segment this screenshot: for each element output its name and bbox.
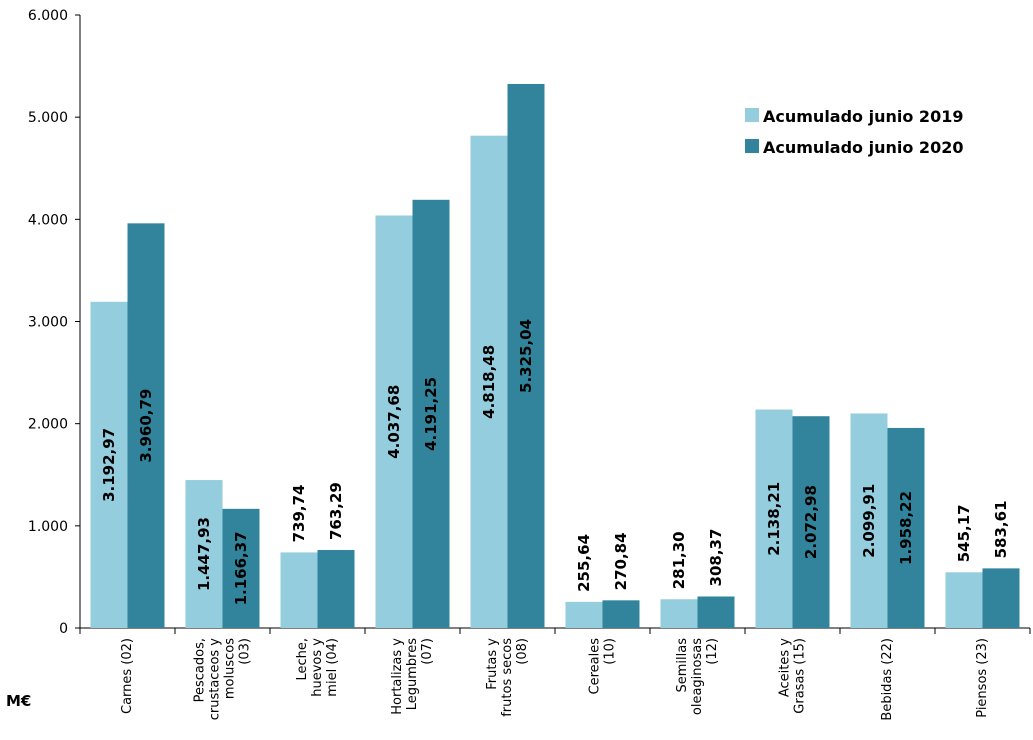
data-label: 763,29 <box>327 482 345 540</box>
bar-2020 <box>792 416 830 628</box>
category-label-line: Grasas (15) <box>793 638 808 714</box>
bar-2020 <box>982 568 1020 628</box>
category-label-line: Bebidas (22) <box>880 638 895 721</box>
category-label-line: Cereales <box>588 638 603 695</box>
legend: Acumulado junio 2019 Acumulado junio 2020 <box>745 107 963 157</box>
category-label-line: Pescados, <box>193 638 208 702</box>
data-label: 4.037,68 <box>385 385 403 459</box>
category-label-line: miel (04) <box>325 638 340 697</box>
category-label-line: Legumbres <box>405 638 420 710</box>
category-label-line: (03) <box>238 638 253 665</box>
category-labels: Carnes (02) Pescados, crustaceos y moluscos… <box>120 638 990 721</box>
bar-2019 <box>185 480 223 628</box>
data-label: 545,17 <box>955 504 973 562</box>
category-label-line: frutos secos <box>500 638 515 717</box>
data-label: 1.958,22 <box>897 491 915 565</box>
x-axis <box>79 627 1031 634</box>
data-label: 2.072,98 <box>802 485 820 559</box>
data-label: 270,84 <box>612 532 630 590</box>
bar-2020 <box>222 508 260 628</box>
category-label: Leche, huevos y miel (04) <box>295 638 340 697</box>
category-label-line: Frutas y <box>485 638 500 690</box>
bar-2019 <box>850 413 888 628</box>
category-label: Aceites y Grasas (15) <box>778 638 808 714</box>
y-tick-label: 3.000 <box>28 315 68 331</box>
category-label: Semillas oleaginosas (12) <box>675 638 720 715</box>
data-label: 308,37 <box>707 529 725 587</box>
bar-2020 <box>127 223 165 628</box>
category-label-line: Piensos (23) <box>975 638 990 718</box>
category-label-line: crustaceos y <box>208 638 223 721</box>
data-label: 3.960,79 <box>137 389 155 463</box>
bar-2019 <box>375 215 413 628</box>
y-tick-label: 1.000 <box>28 519 68 535</box>
category-label-line: huevos y <box>310 638 325 697</box>
data-label: 3.192,97 <box>100 428 118 502</box>
category-label-line: Aceites y <box>778 638 793 697</box>
category-label-line: (10) <box>603 638 618 665</box>
data-label: 4.191,25 <box>422 377 440 451</box>
data-labels: 3.192,97 3.960,79 1.447,93 1.166,37 739,74 76… <box>100 319 1010 605</box>
data-label: 2.099,91 <box>860 484 878 558</box>
y-axis: 0 1.000 2.000 3.000 4.000 5.000 6.000 <box>28 8 81 637</box>
data-label: 583,61 <box>992 500 1010 558</box>
y-tick-label: 5.000 <box>28 110 68 126</box>
y-tick-label: 4.000 <box>28 212 68 228</box>
category-label-line: Semillas <box>675 638 690 693</box>
category-label-line: moluscos <box>223 638 238 699</box>
bar-2019 <box>90 301 128 628</box>
category-label-line: Carnes (02) <box>120 638 135 714</box>
bar-2019 <box>280 552 318 628</box>
y-tick-label: 0 <box>59 621 68 637</box>
bar-2019 <box>660 599 698 628</box>
bar-2020 <box>602 600 640 628</box>
bar-2020 <box>697 596 735 628</box>
category-label-line: Hortalizas y <box>390 638 405 715</box>
y-tick-label: 2.000 <box>28 417 68 433</box>
y-tick-label: 6.000 <box>28 8 68 24</box>
category-label-line: (08) <box>515 638 530 665</box>
category-label: Frutas y frutos secos (08) <box>485 638 530 717</box>
unit-label: M€ <box>6 692 31 710</box>
legend-swatch <box>745 108 759 122</box>
bar-2019 <box>945 572 983 628</box>
category-label-line: (12) <box>705 638 720 665</box>
category-label-line: oleaginosas <box>690 638 705 715</box>
bar-2019 <box>565 601 603 628</box>
data-label: 739,74 <box>290 485 308 543</box>
bar-2019 <box>470 135 508 628</box>
data-label: 1.166,37 <box>232 531 250 605</box>
category-label: Pescados, crustaceos y moluscos (03) <box>193 638 253 721</box>
bar-2019 <box>755 409 793 628</box>
category-label: Hortalizas y Legumbres (07) <box>390 638 435 715</box>
bar-2020 <box>507 83 545 628</box>
data-label: 255,64 <box>575 534 593 592</box>
category-label: Piensos (23) <box>975 638 990 718</box>
bar-2020 <box>887 427 925 628</box>
bar-2020 <box>412 199 450 629</box>
bars <box>90 83 1020 629</box>
category-label: Cereales (10) <box>588 638 618 695</box>
bar-2020 <box>317 550 355 628</box>
legend-label: Acumulado junio 2020 <box>763 138 963 157</box>
category-label-line: (07) <box>420 638 435 665</box>
category-label: Carnes (02) <box>120 638 135 714</box>
legend-swatch <box>745 139 759 153</box>
data-label: 281,30 <box>670 531 688 589</box>
data-label: 5.325,04 <box>517 319 535 393</box>
data-label: 4.818,48 <box>480 345 498 419</box>
category-label: Bebidas (22) <box>880 638 895 721</box>
data-label: 2.138,21 <box>765 482 783 556</box>
legend-label: Acumulado junio 2019 <box>763 107 963 126</box>
category-label-line: Leche, <box>295 638 310 681</box>
data-label: 1.447,93 <box>195 517 213 591</box>
